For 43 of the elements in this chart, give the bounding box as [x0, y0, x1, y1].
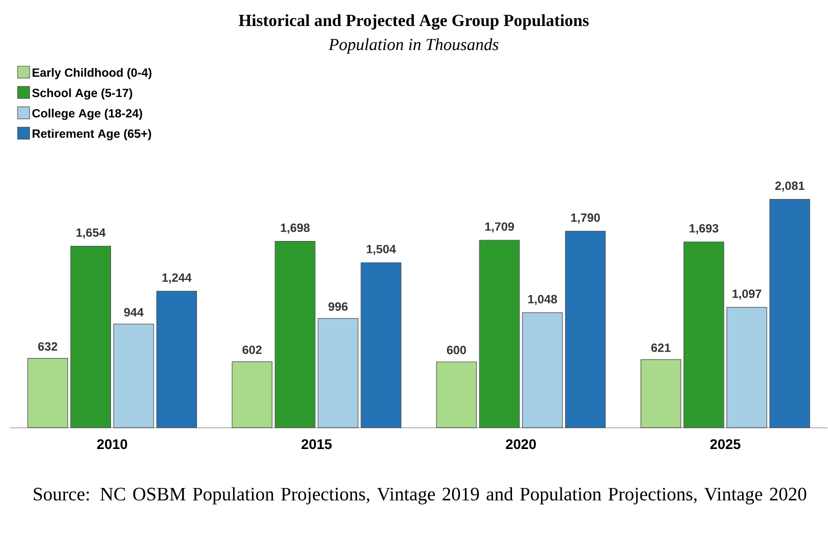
data-label: 1,709	[485, 222, 514, 233]
bar	[27, 358, 68, 428]
data-label: 621	[651, 344, 670, 352]
x-tick-label: 2015	[302, 439, 332, 450]
chart-subtitle: Population in Thousands	[328, 38, 498, 54]
data-label: 1,097	[732, 290, 762, 300]
data-label: 996	[328, 302, 348, 311]
source-note: Source: NC OSBM Population Projections, Vintage 2019 and Population Projections, Vintage 2020	[34, 487, 806, 505]
x-tick-label: 2010	[97, 439, 128, 450]
data-label: 1,693	[690, 224, 718, 234]
x-tick-label: 2020	[506, 439, 536, 450]
data-label: 1,698	[280, 224, 310, 234]
bar	[769, 199, 810, 428]
data-label: 944	[124, 308, 144, 317]
data-label: 1,048	[528, 295, 558, 306]
legend-label: School Age (5-17)	[32, 88, 132, 100]
bar	[522, 312, 563, 428]
bar	[232, 362, 272, 428]
data-label: 1,504	[366, 244, 396, 256]
data-label: 632	[38, 342, 58, 351]
legend-label: Retirement Age (65+)	[32, 129, 152, 140]
bar	[479, 240, 520, 428]
bar	[274, 241, 316, 428]
data-label: 1,654	[76, 228, 106, 239]
bar	[640, 359, 682, 428]
bar	[360, 262, 402, 428]
legend-label: Early Childhood (0-4)	[32, 68, 152, 80]
chart-title: Historical and Projected Age Group Populations	[238, 14, 589, 30]
data-label: 2,081	[775, 182, 804, 192]
bar	[70, 246, 111, 428]
data-label: 1,790	[571, 214, 600, 224]
bar	[726, 307, 768, 428]
bar	[436, 362, 477, 428]
legend-label: College Age (18-24)	[32, 108, 142, 120]
bar	[113, 324, 154, 428]
bar	[318, 318, 358, 428]
bar	[565, 231, 606, 428]
x-tick-label: 2025	[710, 439, 740, 450]
data-label: 600	[446, 346, 466, 354]
data-label: 602	[242, 346, 262, 354]
bar	[684, 242, 724, 428]
data-label: 1,244	[162, 274, 192, 284]
bar	[156, 291, 197, 428]
